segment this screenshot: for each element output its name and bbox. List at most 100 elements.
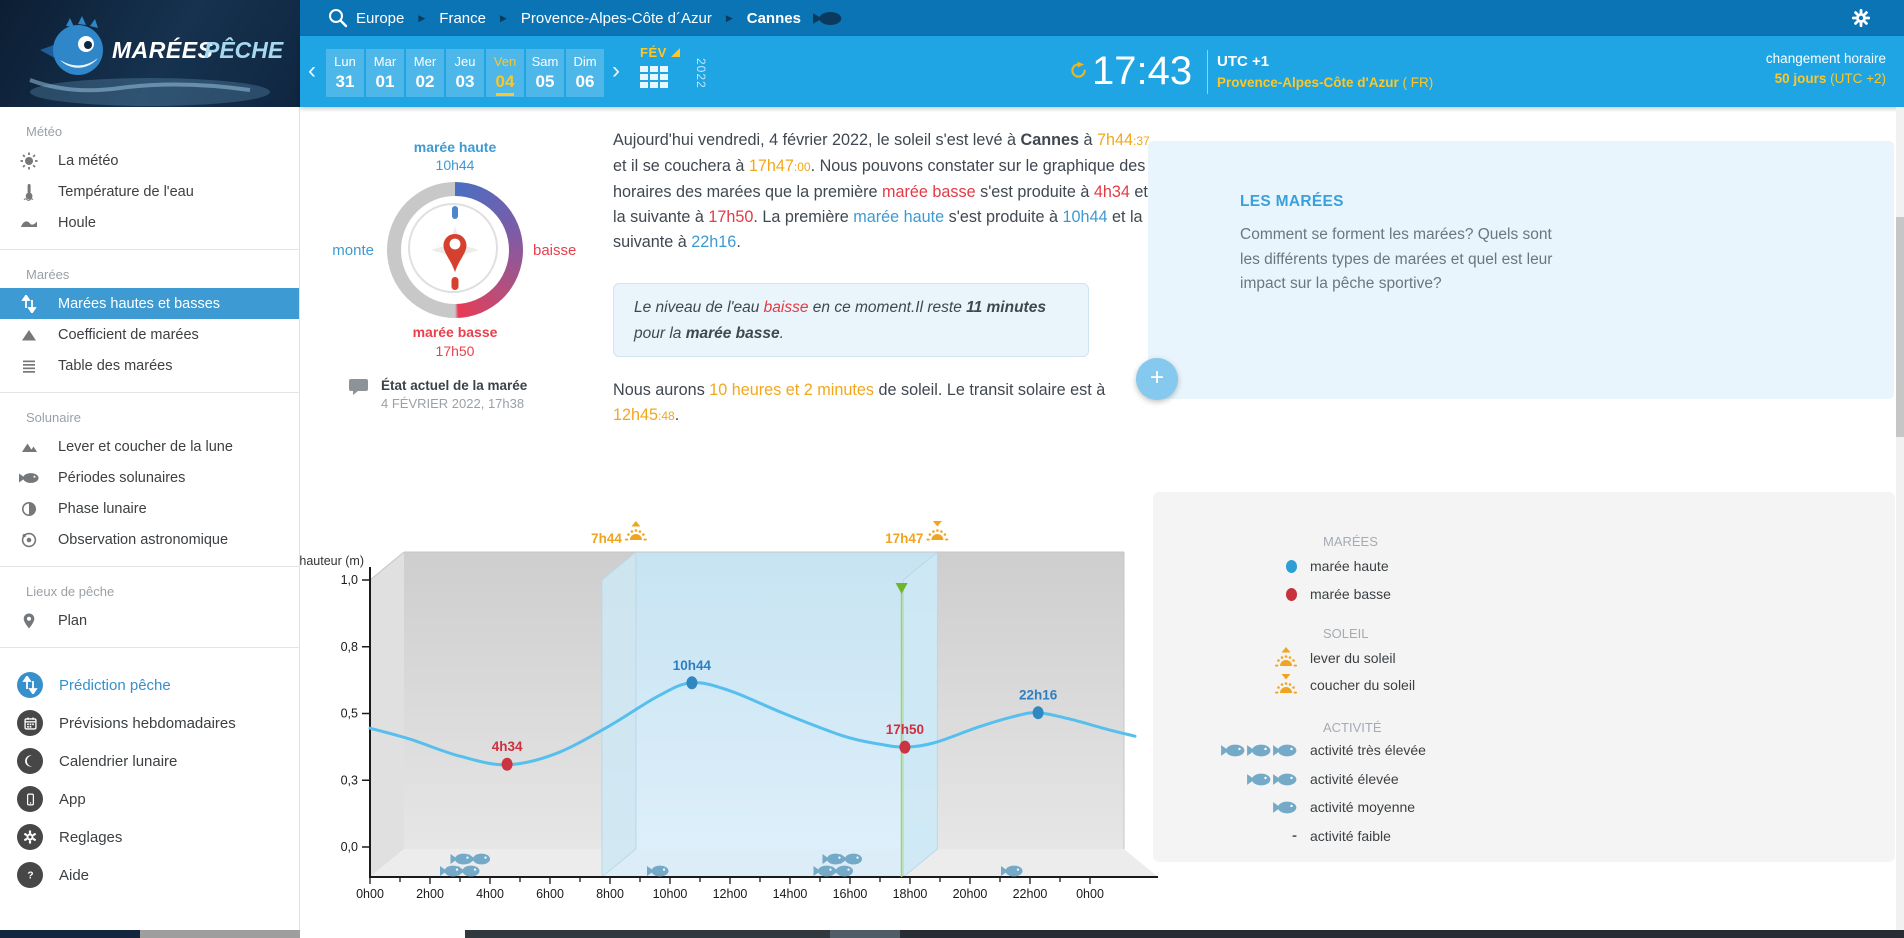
gauge-low-label: marée basse [412,324,498,340]
tide-summary-paragraph: Aujourd'hui vendredi, 4 février 2022, le… [613,131,1150,251]
scrollbar-thumb[interactable] [1896,217,1904,437]
sunset-icon [1275,674,1297,694]
refresh-icon[interactable] [1070,61,1087,84]
sidebar-item-mar-es-hautes-et-basses[interactable]: Marées hautes et basses [0,288,299,319]
legend-item: marée haute [1153,558,1895,574]
svg-text:22h00: 22h00 [1013,887,1048,901]
expand-plus-button[interactable]: + [1136,358,1178,400]
fish-icon [812,11,842,25]
svg-text:?: ? [27,871,33,882]
moon-icon [17,748,43,774]
svg-text:4h34: 4h34 [492,739,523,754]
svg-text:17h50: 17h50 [886,722,924,737]
legend-item: - activité faible [1292,827,1391,844]
sidebar-item-reglages[interactable]: Reglages [0,818,299,856]
sidebar-item-pr-visions-hebdomadaires[interactable]: Prévisions hebdomadaires [0,704,299,742]
day-cell-sam[interactable]: Sam 05 [526,49,564,97]
settings-gear-icon[interactable] [1852,9,1870,32]
sidebar-item-houle[interactable]: Houle [0,207,299,238]
sunset-marker [926,521,949,541]
svg-text:0,0: 0,0 [341,840,358,854]
breadcrumb-france[interactable]: France [439,9,486,27]
fish-icon [0,472,58,484]
legend-item: lever du soleil [1153,647,1895,668]
sunrise-icon [1275,647,1297,667]
app-logo[interactable]: MARÉES PÊCHE [0,0,300,107]
table-lines-icon [0,357,58,375]
tide-arrows-icon [17,672,43,698]
sidebar-item-plan[interactable]: Plan [0,605,299,636]
sidebar-item-app[interactable]: App [0,780,299,818]
tides-article-card[interactable]: LES MARÉES Comment se forment les marées… [1148,141,1894,399]
card-text: Comment se forment les marées? Quels son… [1240,226,1553,292]
dash-icon: - [1292,827,1297,844]
legend-item: activité très élevée [1153,742,1895,758]
next-week-chevron[interactable]: › [612,57,620,84]
divider [1207,50,1208,94]
sidebar-section-title: Marées [26,267,70,282]
tide-state-date: 4 FÉVRIER 2022, 17h38 [381,396,525,411]
sidebar-item-temp-rature-de-l-eau[interactable]: Température de l'eau [0,176,299,207]
sunrise-marker [624,521,647,541]
legend-item: activité moyenne [1153,799,1895,815]
svg-text:10h00: 10h00 [653,887,688,901]
card-title: LES MARÉES [1240,193,1344,210]
day-cell-lun[interactable]: Lun 31 [326,49,364,97]
gauge-falling-label: baisse [533,242,577,259]
svg-text:hauteur (m): hauteur (m) [300,554,364,568]
sidebar-item-observation-astronomique[interactable]: Observation astronomique [0,524,299,555]
map-pin-icon [0,612,58,630]
search-icon[interactable] [328,8,348,33]
breadcrumb-arrow-icon: ▶ [725,12,733,23]
bottom-strip [830,930,900,938]
sun-hours-paragraph: Nous aurons 10 heures et 2 minutes de so… [613,381,1106,424]
bottom-strip [900,930,1904,938]
svg-text:0,3: 0,3 [341,773,358,787]
sidebar-item-pr-diction-p-che[interactable]: Prédiction pêche [0,666,299,704]
breadcrumb-europe[interactable]: Europe [356,9,405,27]
svg-text:1,0: 1,0 [341,573,358,587]
breadcrumb-region[interactable]: Provence-Alpes-Côte d´Azur [520,9,712,27]
gauge-rising-label: monte [332,242,374,259]
svg-text:12h00: 12h00 [713,887,748,901]
thermometer-icon [0,183,58,201]
half-moon-icon [0,500,58,518]
day-cell-dim[interactable]: Dim 06 [566,49,604,97]
time-change-block: changement horaire 50 jours (UTC +2) [1766,51,1886,86]
day-selector: Lun 31 Mar 01 Mer 02 Jeu 03 Ven 04 Sam 05 Dim 06 [326,49,604,97]
calendar-flag-icon [670,48,680,57]
sidebar-item-p-riodes-solunaires[interactable]: Périodes solunaires [0,462,299,493]
sidebar-section-title: Solunaire [26,410,81,425]
day-cell-mar[interactable]: Mar 01 [366,49,404,97]
day-cell-mer[interactable]: Mer 02 [406,49,444,97]
svg-text:18h00: 18h00 [893,887,928,901]
gauge-high-time: 10h44 [435,157,475,173]
bottom-strip [140,930,300,938]
tide-chart: 7h44 17h47 1,0 0,8 0,5 0,3 0,0 hauteur (m) 0h00 2… [300,521,1158,901]
svg-text:8h00: 8h00 [596,887,624,901]
svg-text:0,8: 0,8 [341,640,358,654]
sidebar-item-aide[interactable]: ? Aide [0,856,299,894]
sidebar-item-la-m-t-o[interactable]: La météo [0,145,299,176]
chat-bubble-icon [349,379,368,395]
breadcrumb-cannes[interactable]: Cannes [746,9,801,27]
sidebar-item-phase-lunaire[interactable]: Phase lunaire [0,493,299,524]
sidebar-item-coefficient-de-mar-es[interactable]: Coefficient de marées [0,319,299,350]
page-scrollbar[interactable] [1896,107,1904,930]
tide-state: État actuel de la marée 4 FÉVRIER 2022, … [348,378,527,411]
breadcrumb-arrow-icon: ▶ [418,12,426,23]
sidebar-item-table-des-mar-es[interactable]: Table des marées [0,350,299,381]
calendar-widget[interactable]: FÉV 2022 [640,44,708,102]
legend-item: coucher du soleil [1153,674,1895,695]
prev-week-chevron[interactable]: ‹ [308,57,316,84]
bottom-strip [300,930,465,938]
gauge-inner-ring [408,203,498,293]
sidebar-item-calendrier-lunaire[interactable]: Calendrier lunaire [0,742,299,780]
svg-text:0,5: 0,5 [341,707,358,721]
triangle-icon [0,326,58,344]
sidebar-item-lever-et-coucher-de-la-lune[interactable]: Lever et coucher de la lune [0,431,299,462]
day-cell-ven[interactable]: Ven 04 [486,49,524,97]
day-cell-jeu[interactable]: Jeu 03 [446,49,484,97]
svg-text:2h00: 2h00 [416,887,444,901]
water-level-text: Le niveau de l'eau baisse en ce moment.I… [634,299,1046,342]
